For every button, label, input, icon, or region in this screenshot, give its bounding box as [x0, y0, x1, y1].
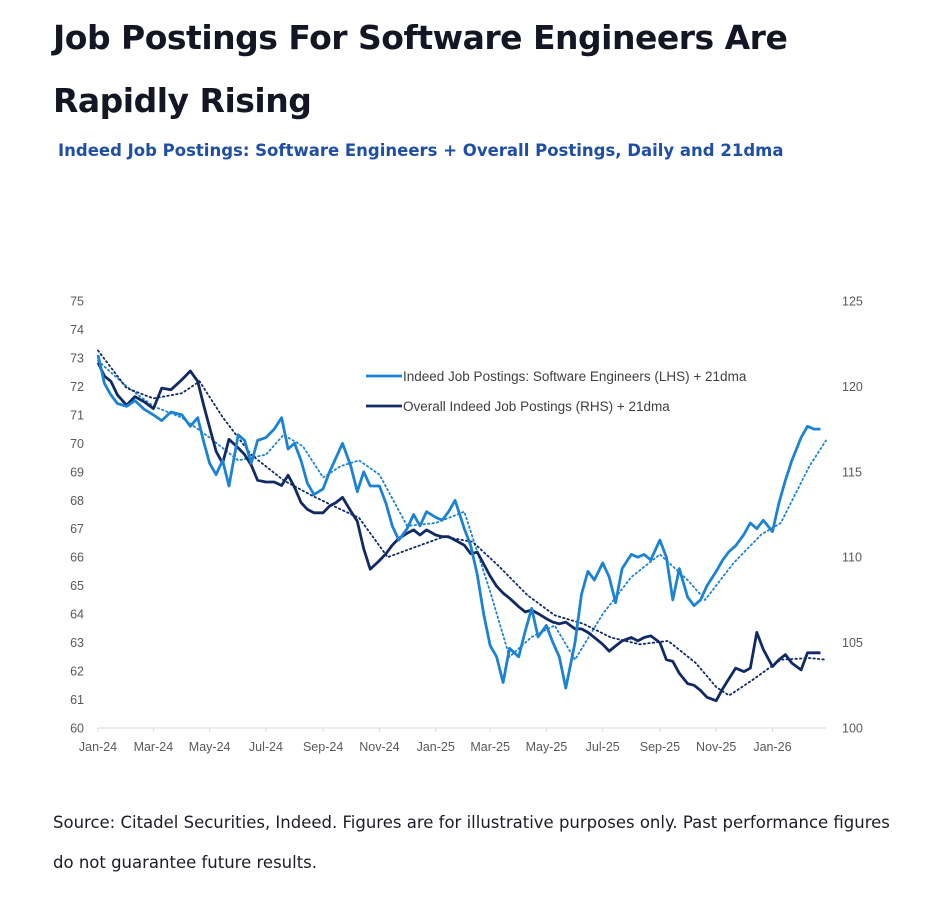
y-left-tick-label: 74 [70, 323, 84, 337]
axes: 60 61 62 63 64 65 66 67 68 69 70 71 72 73 74 75 100 105 11… [70, 295, 863, 755]
x-tick-label: Jan-26 [753, 740, 791, 754]
y-left-tick-label: 67 [70, 522, 84, 536]
source-note: Source: Citadel Securities, Indeed. Figu… [53, 813, 890, 872]
x-tick-label: Sep-25 [640, 740, 680, 754]
y-right-tick-label: 105 [842, 636, 863, 650]
y-left-tick-label: 62 [70, 665, 84, 679]
x-tick-label: Nov-24 [359, 740, 399, 754]
y-left-tick-label: 65 [70, 579, 84, 593]
y-left-tick-label: 72 [70, 380, 84, 394]
y-right-tick-label: 110 [842, 551, 862, 565]
x-tick-label: Jul-24 [249, 740, 283, 754]
y-left-tick-label: 66 [70, 551, 84, 565]
y-left-tick-label: 70 [70, 437, 84, 451]
x-tick-label: Jul-25 [586, 740, 620, 754]
series-lines [96, 354, 821, 703]
y-left-tick-label: 75 [70, 295, 84, 309]
x-tick-label: Mar-24 [134, 740, 174, 754]
page-title: Job Postings For Software Engineers Are … [53, 18, 788, 120]
y-left-tick-label: 60 [70, 722, 84, 736]
y-left-tick-label: 61 [70, 693, 84, 707]
x-tick-label: Mar-25 [470, 740, 510, 754]
x-tick-label: Jan-24 [79, 740, 117, 754]
software-engineers-21dma-line [97, 359, 827, 662]
y-left-tick-label: 64 [70, 608, 84, 622]
legend-label-overall-postings: Overall Indeed Job Postings (RHS) + 21dm… [403, 399, 670, 414]
y-right-tick-label: 115 [842, 465, 862, 479]
x-tick-label: Sep-24 [303, 740, 343, 754]
x-tick-label: Nov-25 [696, 740, 736, 754]
y-right-tick-label: 100 [842, 722, 863, 736]
overall-postings-daily-line [96, 361, 821, 703]
x-tick-label: Jan-25 [417, 740, 455, 754]
chart-subtitle: Indeed Job Postings: Software Engineers … [58, 141, 784, 160]
legend: Indeed Job Postings: Software Engineers … [366, 369, 747, 414]
y-left-tick-label: 73 [70, 351, 84, 365]
y-left-tick-label: 69 [70, 465, 84, 479]
legend-label-software-engineers: Indeed Job Postings: Software Engineers … [403, 369, 747, 384]
software-engineers-daily-line [96, 354, 821, 690]
x-tick-label: May-24 [189, 740, 231, 754]
y-left-tick-label: 63 [70, 636, 84, 650]
x-tick-label: May-25 [526, 740, 568, 754]
y-right-tick-label: 120 [842, 380, 863, 394]
y-left-tick-label: 68 [70, 494, 84, 508]
y-left-tick-label: 71 [70, 408, 84, 422]
y-right-tick-label: 125 [842, 295, 863, 309]
